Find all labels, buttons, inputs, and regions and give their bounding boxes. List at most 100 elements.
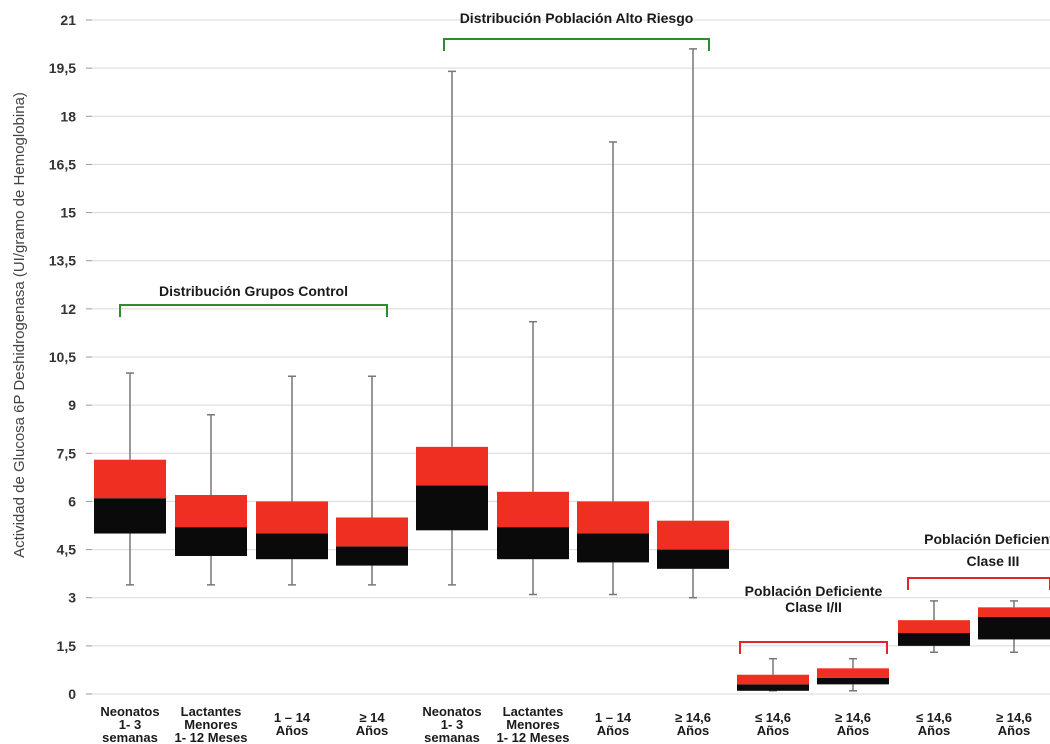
- category-label: Neonatos 1- 3 semanas: [422, 704, 481, 744]
- box-upper-quartile: [416, 446, 488, 486]
- box-upper-quartile: [256, 501, 328, 534]
- box-plot-item: [497, 320, 569, 596]
- y-tick-label: 18: [60, 108, 76, 124]
- box-lower-quartile: [577, 533, 649, 563]
- category-label: ≤ 14,6 Años: [755, 710, 791, 738]
- box-plot-item: [416, 70, 488, 586]
- box-upper-quartile: [817, 668, 889, 678]
- box-plot-item: [256, 375, 328, 586]
- category-label-line: 1 – 14: [595, 710, 632, 725]
- category-label-line: ≤ 14,6: [916, 710, 952, 725]
- box-upper-quartile: [978, 607, 1050, 617]
- category-label-line: Años: [597, 723, 630, 738]
- y-tick-label: 7,5: [57, 445, 77, 461]
- box-lower-quartile: [497, 527, 569, 560]
- category-label-line: Años: [276, 723, 309, 738]
- box-upper-quartile: [657, 520, 729, 550]
- box-lower-quartile: [657, 549, 729, 569]
- y-tick-label: 9: [68, 397, 76, 413]
- box-upper-quartile: [94, 459, 166, 499]
- group-label: Distribución Población Alto Riesgo: [460, 10, 694, 26]
- box-upper-quartile: [336, 517, 408, 547]
- box-lower-quartile: [175, 527, 247, 556]
- category-label-line: Menores: [506, 717, 559, 732]
- box-lower-quartile: [94, 498, 166, 534]
- box-plot-item: [657, 48, 729, 599]
- category-label: ≥ 14,6 Años: [835, 710, 871, 738]
- category-label-line: Lactantes: [503, 704, 564, 719]
- group-bracket: [119, 304, 388, 317]
- category-label-line: 1- 3: [441, 717, 463, 732]
- y-tick-label: 6: [68, 493, 76, 509]
- box-upper-quartile: [577, 501, 649, 534]
- category-label-line: Años: [757, 723, 790, 738]
- category-label: Lactantes Menores 1- 12 Meses: [175, 704, 248, 744]
- box-plot-item: [817, 657, 889, 692]
- group-bracket: [907, 577, 1050, 590]
- group-annotations: Distribución Grupos Control Distribución …: [119, 10, 1050, 654]
- y-tick-label: 16,5: [49, 156, 76, 172]
- box-plot-item: [978, 600, 1050, 654]
- category-label-line: Menores: [184, 717, 237, 732]
- category-label-line: Lactantes: [181, 704, 242, 719]
- box-plot-item: [175, 414, 247, 586]
- box-plot-item: [898, 600, 970, 654]
- category-label: ≥ 14 Años: [356, 710, 389, 738]
- category-label-line: Años: [998, 723, 1031, 738]
- category-label-line: 1- 12 Meses: [175, 730, 248, 744]
- group-annotation: Población Deficiente Clase III: [907, 531, 1050, 590]
- category-label-line: Años: [837, 723, 870, 738]
- category-label-line: Años: [356, 723, 389, 738]
- y-tick-label: 3: [68, 590, 76, 606]
- category-label: ≤ 14,6 Años: [916, 710, 952, 738]
- box-upper-quartile: [497, 491, 569, 528]
- grid-layer: [86, 19, 1050, 695]
- category-label-line: 1 – 14: [274, 710, 311, 725]
- group-annotation: Distribución Grupos Control: [119, 283, 388, 317]
- category-label-line: 1- 12 Meses: [497, 730, 570, 744]
- group-annotation: Distribución Población Alto Riesgo: [443, 10, 710, 51]
- box-plot-item: [336, 375, 408, 586]
- group-bracket: [443, 38, 710, 51]
- y-tick-label: 15: [60, 205, 76, 221]
- group-label: Población Deficiente: [745, 583, 883, 599]
- group-label: Clase III: [967, 553, 1020, 569]
- group-label: Clase I/II: [785, 599, 842, 615]
- group-bracket: [739, 641, 888, 654]
- y-tick-label: 13,5: [49, 253, 76, 269]
- group-label: Distribución Grupos Control: [159, 283, 348, 299]
- y-axis-label: Actividad de Glucosa 6P Deshidrogenasa (…: [11, 92, 28, 558]
- category-label-line: Neonatos: [422, 704, 481, 719]
- category-label: Neonatos 1- 3 semanas: [100, 704, 159, 744]
- y-tick-label: 19,5: [49, 60, 76, 76]
- box-upper-quartile: [737, 674, 809, 685]
- y-tick-label: 4,5: [57, 542, 77, 558]
- box-lower-quartile: [817, 677, 889, 685]
- y-tick-label: 12: [60, 301, 76, 317]
- category-label: 1 – 14 Años: [595, 710, 632, 738]
- box-plot-item: [94, 372, 166, 586]
- box-lower-quartile: [978, 616, 1050, 640]
- category-label-line: Años: [677, 723, 710, 738]
- category-label-line: ≥ 14,6: [835, 710, 871, 725]
- y-tick-label: 21: [60, 12, 76, 28]
- y-tick-label: 10,5: [49, 349, 76, 365]
- box-upper-quartile: [175, 495, 247, 528]
- y-tick-label: 0: [68, 686, 76, 702]
- box-lower-quartile: [898, 633, 970, 646]
- y-tick-labels: 0 1,5 3 4,5 6 7,5 9 10,5 12 13,5 15 16,5 18 19,5 21: [49, 12, 76, 702]
- category-label-line: ≥ 14,6: [675, 710, 711, 725]
- y-tick-label: 1,5: [57, 638, 77, 654]
- category-label: 1 – 14 Años: [274, 710, 311, 738]
- box-lower-quartile: [416, 485, 488, 531]
- category-label-line: ≤ 14,6: [755, 710, 791, 725]
- box-lower-quartile: [256, 533, 328, 560]
- box-lower-quartile: [336, 546, 408, 566]
- category-label-line: Neonatos: [100, 704, 159, 719]
- box-layer: [94, 48, 1050, 692]
- category-label: ≥ 14,6 Años: [675, 710, 711, 738]
- category-label: Lactantes Menores 1- 12 Meses: [497, 704, 570, 744]
